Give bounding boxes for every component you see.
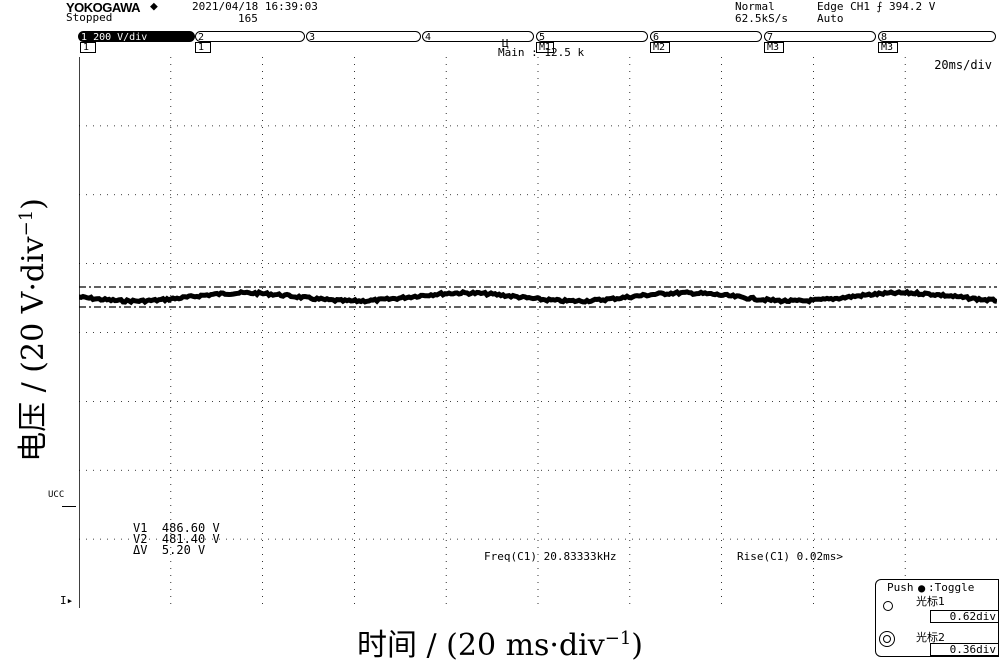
tab-channel-6[interactable]: 6 [650,31,762,43]
trigger-position-icon: Ц [502,37,509,50]
acquisition-count: 165 [238,12,258,25]
ucc-label: UCC [48,490,65,500]
ucc-level-mark [62,506,76,507]
tab-channel-8[interactable]: 8 [878,31,996,43]
cursor-lines [79,286,997,308]
subtab-channel-6[interactable]: M2 [650,42,670,53]
v2-value: 481.40 V [161,532,220,546]
push-label: Push [887,581,914,594]
knob-inner-icon [883,635,891,643]
v1-label: V1 [133,521,148,535]
cursor-readout: V1 486.60 V V2 481.40 V ΔV 5.20 V [133,521,220,557]
tab-channel-5[interactable]: 5 [536,31,648,43]
tab-channel-1[interactable]: 1 200 V/div [78,31,195,43]
y-axis-title-exponent: −1 [16,209,37,237]
trigger-mode-label: Normal [735,0,775,13]
tab-number: 8 [881,32,888,43]
trigger-auto: Auto [817,12,844,25]
tab-channel-3[interactable]: 3 [306,31,421,43]
cursor2-label: 光标2 [916,631,945,644]
cursor1-value[interactable]: 0.62div [930,610,999,623]
brand-logo: YOKOGAWA [66,0,141,15]
tab-channel-4[interactable]: 4 [422,31,534,43]
x-axis-title-close: ) [631,628,643,663]
tab-channel-2[interactable]: 2 [195,31,305,43]
ground-marker-icon: I▸ [60,594,74,607]
y-axis-title: 电压 / (20 V·div−1) [8,198,52,462]
trigger-settings: Edge CH1 ⨍ 394.2 V [817,0,936,13]
tab-label: 200 V/div [93,32,148,43]
tab-number: 2 [198,32,205,43]
main-record-length: Main : 12.5 k [498,46,585,59]
tab-channel-7[interactable]: 7 [764,31,876,43]
sample-rate: 62.5kS/s [735,12,788,25]
tab-number: 7 [767,32,774,43]
v2-label: V2 [133,532,148,546]
cursor2-value[interactable]: 0.36div [930,643,999,656]
tab-number: 4 [425,32,432,43]
tab-number: 1 [81,32,88,43]
acquisition-status: Stopped [66,11,113,24]
diamond-icon: ◆ [150,0,158,14]
timebase-label: 20ms/div [934,58,992,72]
tab-number: 6 [653,32,660,43]
knob-icon[interactable] [883,601,893,611]
subtab-channel-7[interactable]: M3 [764,42,784,53]
rise-measurement: Rise(C1) 0.02ms> [737,550,843,563]
y-axis-title-text: 电压 / (20 V·div [16,236,51,462]
x-axis-title-text: 时间 / (20 ms·div [357,628,605,663]
dv-value: 5.20 V [161,543,206,557]
y-axis-title-container: 电压 / (20 V·div−1) [0,0,60,671]
x-axis-title-exponent: −1 [604,628,632,649]
tab-number: 3 [309,32,316,43]
frequency-measurement: Freq(C1) 20.83333kHz [484,550,617,563]
cursor-control-panel[interactable]: Push ● :Toggle 光标1 0.62div 光标2 0.36div [875,579,999,657]
subtab-channel-8[interactable]: M3 [878,42,898,53]
subtab-channel-1[interactable]: 1 [80,42,96,53]
knob-large-icon[interactable] [879,631,895,647]
subtab-channel-5[interactable]: M1 [536,42,554,53]
waveform-plot[interactable] [79,57,997,608]
y-axis-title-close: ) [16,198,51,210]
toggle-label: :Toggle [928,581,975,594]
dv-label: ΔV [133,543,148,557]
push-knob-icon: ● [918,581,926,595]
subtab-channel-2[interactable]: 1 [195,42,211,53]
graticule [79,57,997,608]
cursor1-label: 光标1 [916,595,945,608]
tab-number: 5 [539,32,546,43]
datetime: 2021/04/18 16:39:03 [192,0,318,13]
waveform-trace [79,288,997,306]
v1-value: 486.60 V [161,521,220,535]
x-axis-title: 时间 / (20 ms·div−1) [0,620,1000,664]
